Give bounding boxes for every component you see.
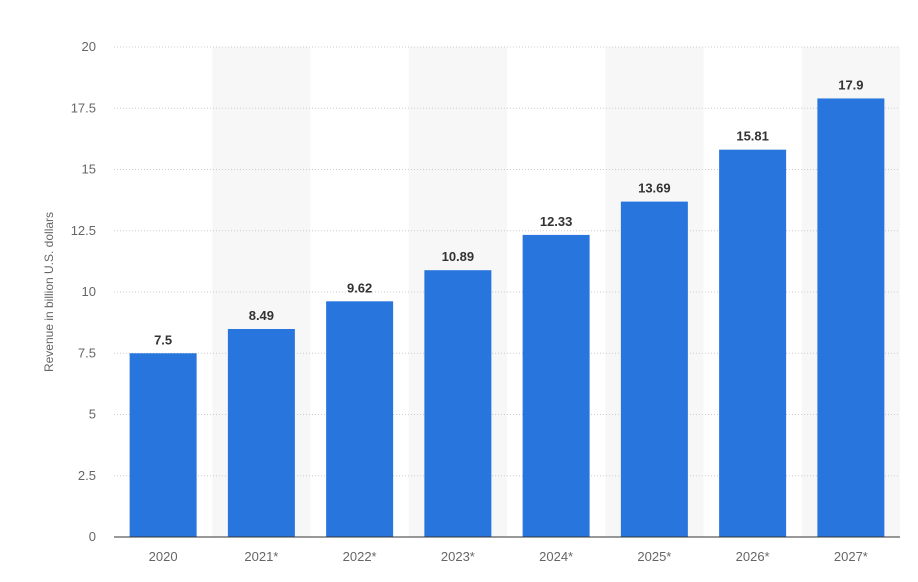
data-label: 15.81 — [736, 129, 769, 144]
y-axis-ticks: 0 2.5 5 7.5 10 12.5 15 17.5 20 — [71, 39, 96, 544]
x-tick-label: 2023* — [441, 549, 475, 564]
data-label: 12.33 — [540, 214, 573, 229]
y-tick-label: 17.5 — [71, 100, 96, 115]
y-tick-label: 2.5 — [78, 468, 96, 483]
x-axis-ticks: 2020 2021* 2022* 2023* 2024* 2025* 2026* 2027* — [149, 549, 868, 564]
data-label: 7.5 — [154, 332, 172, 347]
data-label: 13.69 — [638, 181, 671, 196]
y-tick-label: 7.5 — [78, 345, 96, 360]
y-tick-label: 20 — [82, 39, 96, 54]
data-label: 8.49 — [249, 308, 274, 323]
bar[interactable] — [719, 149, 787, 537]
y-tick-label: 15 — [82, 162, 96, 177]
x-tick-label: 2022* — [343, 549, 377, 564]
bar[interactable] — [129, 353, 197, 537]
bar[interactable] — [817, 98, 885, 537]
x-tick-label: 2024* — [539, 549, 573, 564]
data-label: 17.9 — [838, 77, 863, 92]
bar[interactable] — [424, 270, 492, 537]
x-tick-label: 2025* — [637, 549, 671, 564]
bar[interactable] — [326, 301, 394, 537]
bar[interactable] — [522, 234, 590, 538]
x-tick-label: 2026* — [736, 549, 770, 564]
y-axis-title: Revenue in billion U.S. dollars — [42, 212, 56, 372]
x-tick-label: 2021* — [244, 549, 278, 564]
y-tick-label: 12.5 — [71, 223, 96, 238]
data-label: 9.62 — [347, 280, 372, 295]
x-tick-label: 2027* — [834, 549, 868, 564]
data-labels: 7.5 8.49 9.62 10.89 12.33 13.69 15.81 17.9 — [154, 77, 863, 347]
x-tick-label: 2020 — [149, 549, 178, 564]
y-tick-label: 5 — [89, 407, 96, 422]
y-tick-label: 10 — [82, 284, 96, 299]
bars — [129, 98, 885, 538]
data-label: 10.89 — [442, 249, 475, 264]
y-tick-label: 0 — [89, 529, 96, 544]
bar[interactable] — [620, 201, 688, 537]
bar[interactable] — [227, 328, 295, 537]
